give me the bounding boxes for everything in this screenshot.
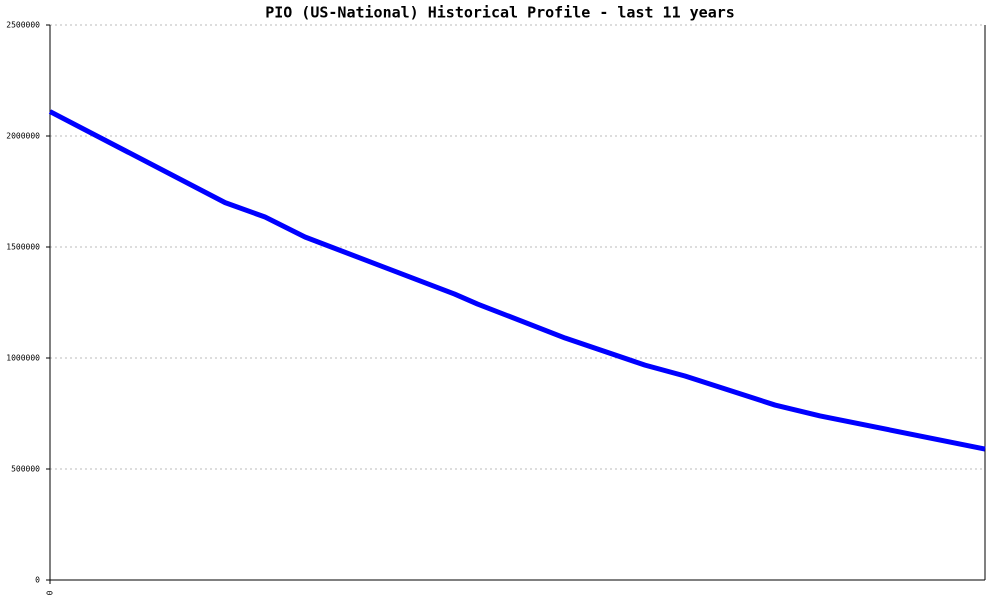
- y-tick-label: 2500000: [6, 21, 40, 30]
- y-tick-label: 500000: [11, 465, 40, 474]
- y-tick-label: 2000000: [6, 132, 40, 141]
- chart-title: PIO (US-National) Historical Profile - l…: [265, 4, 735, 22]
- y-tick-label: 0: [35, 576, 40, 585]
- y-tick-label: 1000000: [6, 354, 40, 363]
- data-line: [48, 109, 986, 452]
- x-tick-label: 0: [46, 590, 55, 595]
- y-tick-label: 1500000: [6, 243, 40, 252]
